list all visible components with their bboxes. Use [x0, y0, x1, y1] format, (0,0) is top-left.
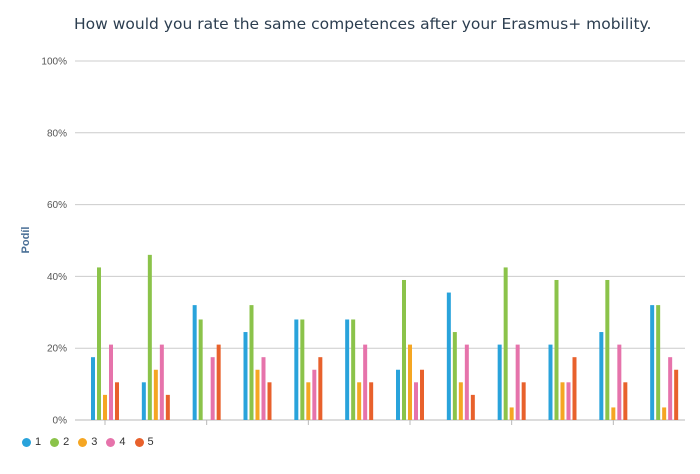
bar-series-4[interactable] — [668, 357, 673, 420]
bar-series-2[interactable] — [147, 254, 152, 420]
bar-series-2[interactable] — [300, 319, 305, 420]
bar-series-5[interactable] — [521, 382, 526, 420]
y-axis-ticks: 0% 20% 40% 60% 80% 100% — [41, 57, 67, 427]
y-tick-label: 0% — [53, 416, 68, 427]
bar-series-1[interactable] — [548, 344, 553, 420]
bar-series-5[interactable] — [115, 382, 119, 420]
bar-series-2[interactable] — [97, 267, 101, 420]
bar-series-3[interactable] — [255, 369, 260, 420]
legend-swatch — [50, 437, 60, 447]
bar-series-2[interactable] — [656, 305, 661, 420]
bar-series-5[interactable] — [267, 382, 272, 420]
bar-series-1[interactable] — [345, 319, 350, 420]
bar-series-4[interactable] — [210, 357, 215, 420]
bar-series-1[interactable] — [396, 369, 400, 420]
bar-series-3[interactable] — [560, 382, 565, 420]
gridlines — [75, 60, 685, 421]
bar-series-1[interactable] — [497, 344, 502, 420]
y-tick-label: 60% — [47, 200, 67, 211]
y-tick-label: 40% — [47, 272, 67, 283]
legend-item-2[interactable]: 2 — [50, 436, 69, 448]
bar-series-3[interactable] — [306, 382, 311, 420]
bar-series-1[interactable] — [599, 332, 604, 420]
bar-series-4[interactable] — [363, 344, 368, 420]
bar-series-1[interactable] — [650, 305, 655, 420]
legend-label: 5 — [147, 436, 154, 448]
bar-series-2[interactable] — [249, 305, 254, 420]
bar-series-4[interactable] — [261, 357, 266, 420]
bar-series-5[interactable] — [420, 369, 424, 420]
legend-label: 3 — [91, 436, 98, 448]
bar-series-1[interactable] — [141, 382, 146, 420]
bar-series-4[interactable] — [312, 369, 317, 420]
bar-series-1[interactable] — [91, 357, 95, 420]
bar-series-2[interactable] — [351, 319, 356, 420]
bar-series-5[interactable] — [318, 357, 323, 420]
bar-series-1[interactable] — [446, 292, 451, 420]
bar-series-1[interactable] — [243, 332, 248, 420]
bars — [91, 254, 679, 420]
bar-series-4[interactable] — [159, 344, 164, 420]
bar-series-1[interactable] — [192, 305, 197, 420]
bar-series-2[interactable] — [452, 332, 457, 420]
bar-series-4[interactable] — [464, 344, 469, 420]
chart-title: How would you rate the same competences … — [74, 15, 652, 33]
bar-series-5[interactable] — [572, 357, 577, 420]
bar-series-2[interactable] — [402, 279, 406, 420]
legend-swatch — [106, 437, 116, 447]
bar-series-4[interactable] — [414, 382, 418, 420]
y-tick-label: 80% — [47, 128, 67, 139]
bar-series-4[interactable] — [566, 382, 571, 420]
y-axis-title: Podíl — [20, 227, 32, 254]
bar-series-5[interactable] — [216, 344, 221, 420]
bar-series-3[interactable] — [153, 369, 158, 420]
bar-series-3[interactable] — [357, 382, 362, 420]
bar-series-2[interactable] — [605, 279, 610, 420]
bar-series-5[interactable] — [369, 382, 374, 420]
x-axis-ticks — [104, 420, 614, 425]
legend-swatch — [22, 437, 31, 447]
bar-series-5[interactable] — [623, 382, 628, 420]
legend-item-5[interactable]: 5 — [134, 436, 154, 448]
bar-series-3[interactable] — [509, 407, 514, 420]
bar-series-2[interactable] — [554, 279, 559, 420]
bar-series-3[interactable] — [408, 344, 412, 420]
bar-series-5[interactable] — [470, 394, 475, 420]
bar-series-5[interactable] — [165, 394, 170, 420]
legend-item-1[interactable]: 1 — [22, 436, 41, 448]
bar-series-4[interactable] — [515, 344, 520, 420]
legend-swatch — [78, 437, 88, 447]
bar-series-1[interactable] — [294, 319, 299, 420]
bar-series-3[interactable] — [103, 394, 107, 420]
legend-label: 1 — [35, 436, 42, 448]
legend-item-4[interactable]: 4 — [106, 436, 126, 448]
bar-series-3[interactable] — [611, 407, 616, 420]
legend-swatch — [134, 437, 144, 447]
legend-item-3[interactable]: 3 — [78, 436, 97, 448]
bar-series-4[interactable] — [617, 344, 622, 420]
legend: 1 2 3 4 5 — [22, 436, 154, 448]
bar-series-5[interactable] — [674, 369, 679, 420]
bar-series-3[interactable] — [458, 382, 463, 420]
bar-series-3[interactable] — [662, 407, 667, 420]
bar-series-4[interactable] — [109, 344, 113, 420]
y-tick-label: 100% — [41, 57, 67, 68]
legend-label: 2 — [63, 436, 70, 448]
bar-series-2[interactable] — [198, 319, 203, 420]
legend-label: 4 — [119, 436, 126, 448]
bar-series-2[interactable] — [503, 267, 508, 420]
y-tick-label: 20% — [47, 344, 67, 355]
